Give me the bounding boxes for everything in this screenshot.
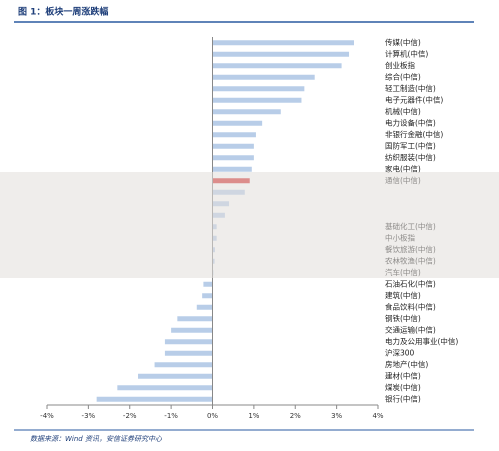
bar [196, 304, 213, 310]
x-tick-label: 3% [331, 412, 342, 420]
category-label: 纺织服装(中信) [385, 152, 436, 162]
source-note: 数据来源：Wind 资讯，安信证券研究中心 [30, 435, 163, 443]
chart-title: 图 1：板块一周涨跌幅 [18, 6, 108, 18]
category-label: 钢铁(中信) [385, 313, 421, 323]
bar [212, 97, 302, 103]
bar [212, 74, 315, 80]
category-label: 传媒(中信) [385, 37, 421, 47]
bar [212, 155, 254, 161]
bar [177, 316, 213, 322]
plot: -4% -3% -2% -1% 0% 1% 2% 3% 4% 传媒(中信)计算机(中信) 创业板指综… [40, 37, 458, 420]
category-label: 沪深300 [385, 347, 415, 357]
category-label: 电力设备(中信) [385, 117, 436, 127]
bar [212, 143, 254, 149]
bar [171, 327, 213, 333]
category-label: 建筑(中信) [385, 290, 421, 300]
category-label: 创业板指 [385, 60, 415, 70]
overlay-band [0, 172, 499, 278]
x-tick-label: -1% [164, 412, 178, 420]
bar [212, 166, 252, 172]
x-tick-label: 1% [248, 412, 259, 420]
category-label: 石油石化(中信) [385, 278, 436, 288]
bar [212, 51, 350, 57]
category-label: 银行(中信) [385, 393, 421, 403]
category-label: 计算机(中信) [385, 48, 428, 58]
bar [154, 362, 213, 368]
category-label: 非银行金融(中信) [385, 129, 443, 139]
category-label: 机械(中信) [385, 106, 421, 116]
bar [164, 350, 213, 356]
x-tick-label: -4% [40, 412, 54, 420]
bar [138, 373, 213, 379]
category-label: 食品饮料(中信) [385, 301, 436, 311]
bar [212, 86, 305, 92]
category-label: 家电(中信) [385, 163, 421, 173]
bar [96, 396, 213, 402]
x-tick-label: 2% [290, 412, 301, 420]
bar [203, 281, 213, 287]
bar [164, 339, 213, 345]
bar [212, 120, 263, 126]
bar [212, 132, 256, 138]
category-label: 国防军工(中信) [385, 140, 436, 150]
bar [202, 293, 213, 299]
x-tick-label: 0% [207, 412, 218, 420]
bar [212, 109, 281, 115]
x-tick-label: -2% [123, 412, 137, 420]
bar [212, 40, 355, 46]
category-label: 建材(中信) [385, 370, 421, 380]
category-label: 电力及公用事业(中信) [385, 336, 458, 346]
category-label: 房地产(中信) [385, 359, 428, 369]
category-label: 综合(中信) [385, 71, 421, 81]
category-label: 煤炭(中信) [385, 382, 421, 392]
category-label: 交通运输(中信) [385, 324, 436, 334]
bar [212, 63, 342, 69]
x-tick-label: 4% [372, 412, 383, 420]
category-label: 轻工制造(中信) [385, 83, 436, 93]
category-label: 电子元器件(中信) [385, 94, 443, 104]
bar [117, 385, 213, 391]
x-tick-label: -3% [82, 412, 96, 420]
